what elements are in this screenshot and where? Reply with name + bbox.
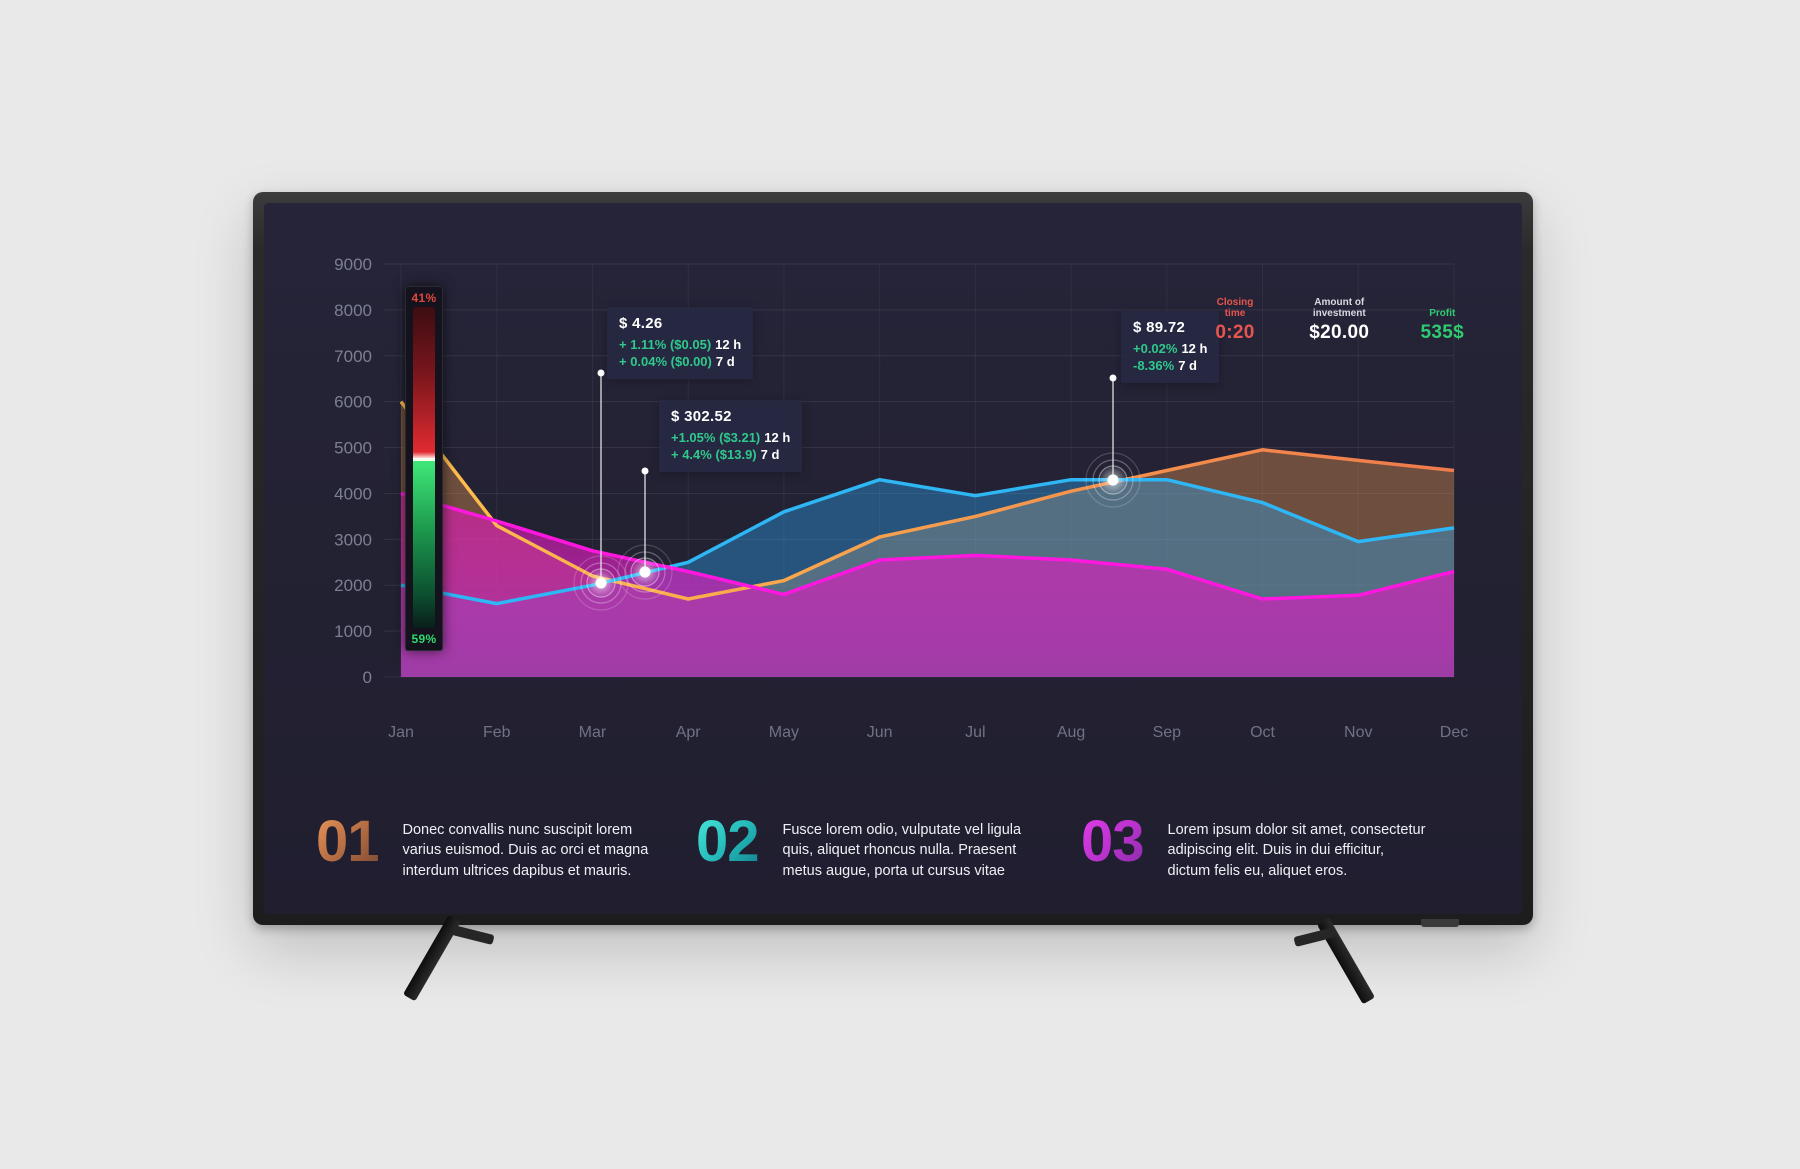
stat-label: Amount of investment bbox=[1312, 297, 1366, 319]
stat-label: Profit bbox=[1429, 308, 1456, 319]
tv-frame: 9000 8000 7000 6000 5000 4000 3000 2000 1000 0 Jan… bbox=[253, 192, 1533, 925]
tooltip-anchor-dot bbox=[641, 467, 649, 475]
month-label: Jan bbox=[388, 724, 414, 741]
y-tick-label: 7000 bbox=[334, 347, 372, 366]
stat-label: Closing time bbox=[1216, 297, 1254, 319]
y-tick-label: 8000 bbox=[334, 301, 372, 320]
y-tick-label: 9000 bbox=[334, 255, 372, 274]
data-point-glow-1[interactable] bbox=[573, 555, 629, 611]
y-tick-label: 6000 bbox=[334, 393, 372, 412]
gauge-bottom-percent: 59% bbox=[411, 632, 437, 646]
month-label: Jun bbox=[867, 724, 893, 741]
stat-amount-investment: Amount of investment $20.00 bbox=[1305, 297, 1373, 344]
month-label: Feb bbox=[483, 724, 511, 741]
gauge-divider bbox=[413, 457, 435, 461]
y-tick-label: 4000 bbox=[334, 484, 372, 503]
gauge-red-fill bbox=[413, 307, 435, 458]
tooltip-change-12h: + 1.11% ($0.05) 12 h bbox=[619, 337, 742, 352]
month-label: Mar bbox=[579, 724, 607, 741]
data-point-glow-2[interactable] bbox=[617, 544, 673, 600]
info-number: 03 bbox=[1081, 809, 1145, 874]
stat-value: 0:20 bbox=[1215, 322, 1255, 343]
month-label: Dec bbox=[1440, 724, 1468, 741]
tooltip-price: $ 302.52 bbox=[671, 408, 732, 425]
y-tick-label: 2000 bbox=[334, 576, 372, 595]
y-tick-label: 0 bbox=[363, 668, 372, 687]
tooltip-change-7d: + 0.04% ($0.00) 7 d bbox=[619, 354, 735, 369]
info-item-01: 01 Donec convallis nunc suscipit lorem v… bbox=[316, 809, 653, 881]
info-item-02: 02 Fusce lorem odio, vulputate vel ligul… bbox=[696, 809, 1031, 881]
tooltip-anchor-dot bbox=[597, 369, 605, 377]
data-point-glow-3[interactable] bbox=[1085, 452, 1141, 508]
info-text: Lorem ipsum dolor sit amet, consectetur … bbox=[1167, 822, 1426, 879]
tooltip-price: $ 4.26 bbox=[619, 315, 663, 332]
stat-value: 535$ bbox=[1420, 322, 1464, 343]
gauge-top-percent: 41% bbox=[411, 291, 437, 305]
info-text: Donec convallis nunc suscipit lorem vari… bbox=[402, 822, 649, 879]
stat-profit: Profit 535$ bbox=[1421, 297, 1464, 344]
month-label: Nov bbox=[1344, 724, 1372, 741]
tooltip-1: $ 4.26 + 1.11% ($0.05) 12 h + 0.04% ($0.0… bbox=[607, 307, 754, 379]
info-item-03: 03 Lorem ipsum dolor sit amet, consectet… bbox=[1081, 809, 1426, 881]
y-tick-label: 3000 bbox=[334, 530, 372, 549]
tv-bezel-tab bbox=[1421, 919, 1459, 927]
tooltip-change-7d: + 4.4% ($13.9) 7 d bbox=[671, 447, 780, 462]
tooltip-anchor-dot bbox=[1109, 374, 1117, 382]
ratio-gauge: 41% 59% bbox=[405, 286, 443, 651]
tooltip-change-12h: +0.02% 12 h bbox=[1133, 341, 1208, 356]
gauge-bar bbox=[413, 307, 435, 628]
month-label: Sep bbox=[1153, 724, 1182, 741]
month-label: Oct bbox=[1250, 724, 1275, 741]
tooltip-3: $ 89.72 +0.02% 12 h -8.36% 7 d bbox=[1121, 311, 1220, 383]
stat-closing-time: Closing time 0:20 bbox=[1212, 297, 1258, 344]
area-chart[interactable]: 9000 8000 7000 6000 5000 4000 3000 2000 1000 0 Jan… bbox=[264, 203, 1522, 914]
tooltip-2: $ 302.52 +1.05% ($3.21) 12 h + 4.4% ($13.… bbox=[659, 400, 803, 472]
stats-panel: Closing time 0:20 Amount of investment $… bbox=[1212, 297, 1464, 344]
info-number: 01 bbox=[316, 809, 380, 874]
tv-foot-left bbox=[451, 925, 495, 945]
gauge-green-fill bbox=[413, 460, 435, 628]
series-line-orange[interactable] bbox=[399, 400, 1455, 601]
y-tick-label: 5000 bbox=[334, 439, 372, 458]
month-label: Apr bbox=[676, 724, 702, 741]
stat-value: $20.00 bbox=[1309, 322, 1370, 343]
info-text: Fusce lorem odio, vulputate vel ligula q… bbox=[782, 822, 1022, 879]
tooltip-price: $ 89.72 bbox=[1133, 319, 1186, 336]
y-tick-label: 1000 bbox=[334, 622, 372, 641]
dashboard-screen: 9000 8000 7000 6000 5000 4000 3000 2000 1000 0 Jan… bbox=[264, 203, 1522, 914]
series-area-magenta bbox=[401, 493, 1454, 677]
month-label: May bbox=[769, 724, 799, 741]
month-label: Aug bbox=[1057, 724, 1085, 741]
series-line-blue[interactable] bbox=[400, 477, 1455, 606]
month-label: Jul bbox=[965, 724, 985, 741]
tooltip-change-7d: -8.36% 7 d bbox=[1133, 358, 1197, 373]
info-number: 02 bbox=[696, 809, 760, 874]
tooltip-change-12h: +1.05% ($3.21) 12 h bbox=[671, 430, 791, 445]
series-line-magenta[interactable] bbox=[400, 491, 1455, 601]
